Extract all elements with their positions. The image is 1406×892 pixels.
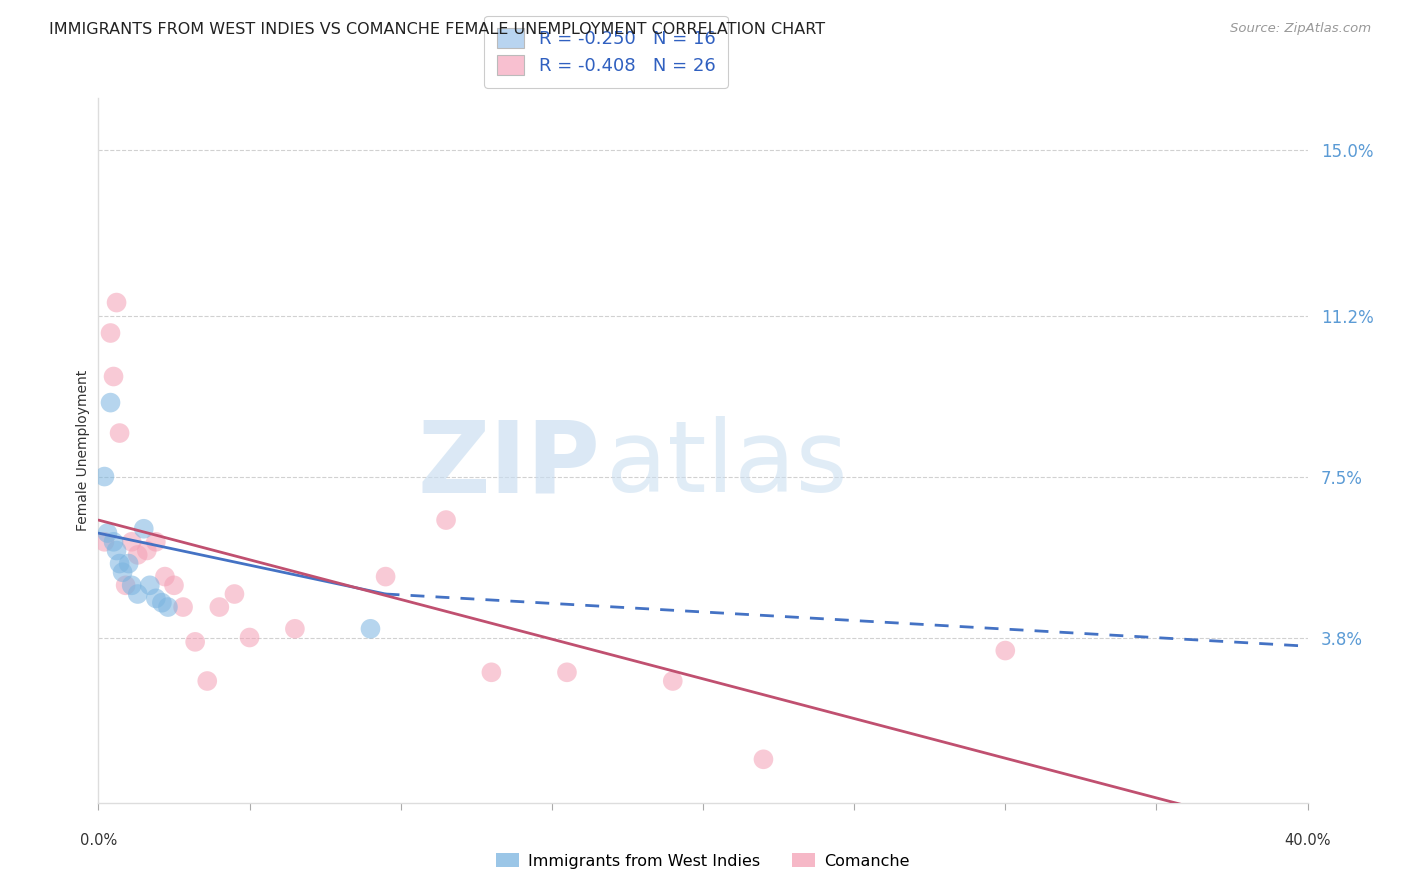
- Text: 40.0%: 40.0%: [1284, 833, 1331, 848]
- Point: [153, 569, 176, 583]
- Point: [121, 534, 143, 549]
- Point: [224, 587, 246, 601]
- Point: [93, 469, 115, 483]
- Legend: R = -0.250   N = 16, R = -0.408   N = 26: R = -0.250 N = 16, R = -0.408 N = 26: [485, 15, 728, 87]
- Point: [103, 534, 125, 549]
- Point: [135, 543, 157, 558]
- Point: [360, 622, 382, 636]
- Text: atlas: atlas: [606, 416, 848, 513]
- Point: [184, 635, 207, 649]
- Text: ZIP: ZIP: [418, 416, 600, 513]
- Point: [163, 578, 186, 592]
- Point: [284, 622, 307, 636]
- Point: [100, 395, 122, 409]
- Point: [93, 534, 115, 549]
- Point: [127, 587, 149, 601]
- Point: [139, 578, 162, 592]
- Point: [114, 578, 136, 592]
- Point: [208, 600, 231, 615]
- Point: [145, 534, 167, 549]
- Point: [105, 295, 128, 310]
- Point: [118, 557, 141, 571]
- Point: [434, 513, 457, 527]
- Point: [103, 369, 125, 384]
- Point: [374, 569, 396, 583]
- Point: [145, 591, 167, 606]
- Legend: Immigrants from West Indies, Comanche: Immigrants from West Indies, Comanche: [489, 847, 917, 875]
- Point: [481, 665, 503, 680]
- Point: [150, 596, 173, 610]
- Point: [994, 643, 1017, 657]
- Point: [752, 752, 775, 766]
- Point: [108, 557, 131, 571]
- Point: [132, 522, 155, 536]
- Point: [111, 566, 134, 580]
- Point: [156, 600, 179, 615]
- Point: [96, 526, 118, 541]
- Point: [172, 600, 194, 615]
- Point: [100, 326, 122, 340]
- Point: [105, 543, 128, 558]
- Point: [239, 631, 262, 645]
- Text: Source: ZipAtlas.com: Source: ZipAtlas.com: [1230, 22, 1371, 36]
- Point: [108, 425, 131, 440]
- Point: [127, 548, 149, 562]
- Text: 0.0%: 0.0%: [80, 833, 117, 848]
- Point: [555, 665, 578, 680]
- Point: [195, 673, 218, 688]
- Point: [661, 673, 683, 688]
- Y-axis label: Female Unemployment: Female Unemployment: [76, 370, 90, 531]
- Point: [121, 578, 143, 592]
- Text: IMMIGRANTS FROM WEST INDIES VS COMANCHE FEMALE UNEMPLOYMENT CORRELATION CHART: IMMIGRANTS FROM WEST INDIES VS COMANCHE …: [49, 22, 825, 37]
